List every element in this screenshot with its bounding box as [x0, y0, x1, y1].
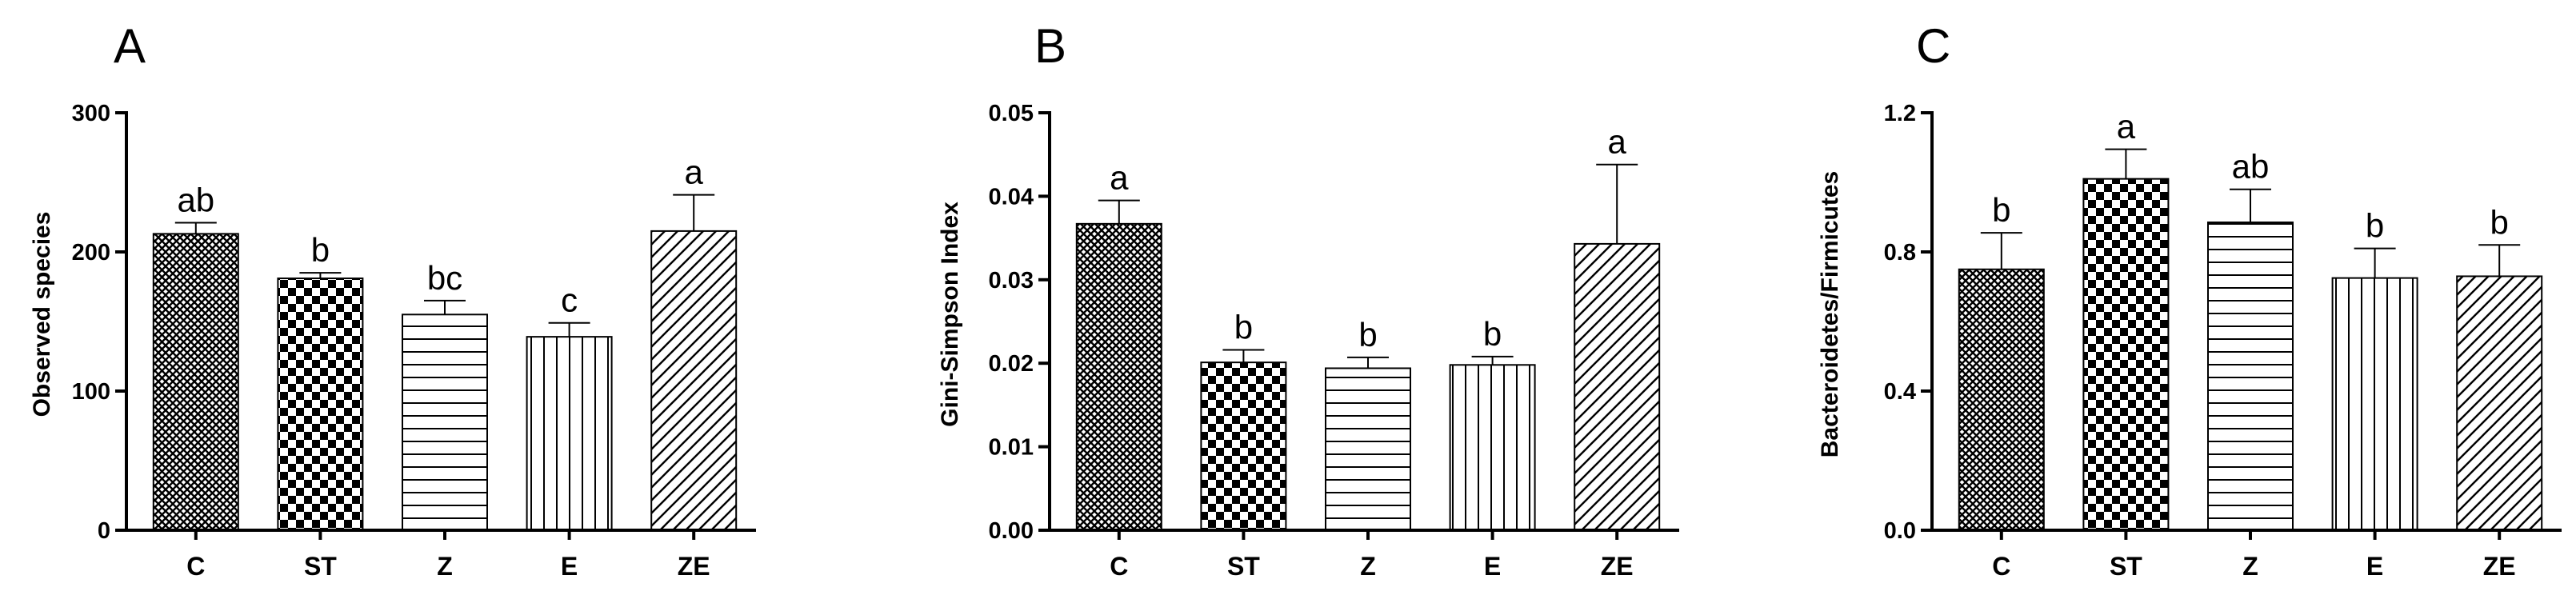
panel-c-bar-z	[2207, 222, 2294, 531]
panel-a-bar-ze	[650, 230, 738, 531]
panel-b-bar-c	[1075, 222, 1162, 531]
panel-a-y-tick-label: 300	[72, 101, 110, 126]
panel-c-plot: b Ca ST ab Zb Eb ZE 0.0 0.4 0.8 1.2	[1884, 101, 2562, 581]
panel-a-significance-label: c	[561, 282, 578, 319]
panel-a-bar-c	[152, 233, 239, 531]
panel-b-significance-label: b	[1358, 316, 1377, 353]
panel-c-ylabel: Bacteroidetes/Firmicutes	[1817, 171, 1843, 457]
panel-b-bar-st	[1200, 361, 1287, 531]
panel-c-y-tick-label: 0.4	[1884, 379, 1916, 405]
panel-c-x-tick-label: Z	[2242, 552, 2258, 581]
panel-c-significance-label: b	[1992, 191, 2010, 229]
panel-c-y-tick-label: 1.2	[1884, 101, 1916, 126]
panel-a-x-tick-label: ZE	[678, 552, 710, 581]
panel-b-significance-label: b	[1483, 315, 1502, 353]
panel-b-bar-e	[1449, 364, 1536, 531]
panel-b-bar-z	[1325, 367, 1411, 531]
panel-b-x-tick-label: ST	[1227, 552, 1260, 581]
panel-c-x-tick-label: ZE	[2483, 552, 2516, 581]
panel-c-significance-label: a	[2117, 108, 2136, 146]
panel-a-significance-label: bc	[427, 259, 462, 297]
panel-a-significance-label: b	[311, 231, 330, 269]
panel-a-bar-st	[277, 278, 364, 531]
panel-b-y-tick-label: 0.00	[989, 518, 1034, 544]
panel-b-y-tick-label: 0.03	[989, 268, 1034, 294]
panel-b-plot: a Cb ST b Zb Ea ZE 0.00 0.01 0.02 0.03 0.04 0.05	[989, 101, 1679, 581]
panel-c-significance-label: b	[2490, 203, 2509, 241]
panel-b-x-tick-label: ZE	[1601, 552, 1634, 581]
panel-b-letter: B	[1034, 19, 1066, 73]
panel-b-x-tick-label: E	[1484, 552, 1501, 581]
panel-a-bar-z	[402, 313, 488, 531]
panel-a-y-tick-label: 0	[98, 518, 110, 544]
panel-b-y-tick-label: 0.01	[989, 435, 1034, 461]
panel-c-bar-st	[2082, 178, 2170, 531]
panel-a-letter: A	[114, 19, 146, 73]
panel-c-x-tick-label: E	[2366, 552, 2383, 581]
panel-a-x-tick-label: ST	[304, 552, 337, 581]
panel-a-plot: ab Cb ST bc Zc Ea ZE 0 100 200 300	[72, 101, 756, 581]
panel-a-significance-label: a	[685, 154, 704, 191]
panel-b-y-tick-label: 0.02	[989, 351, 1034, 377]
panel-c-y-tick-label: 0.8	[1884, 240, 1916, 266]
panel-a-y-tick-label: 100	[72, 379, 110, 405]
panel-b: B Gini-Simpson Index a Cb ST b Zb Ea ZE 0.00 0.0…	[937, 19, 1679, 581]
panel-a-significance-label: ab	[177, 181, 214, 218]
panel-a-x-tick-label: Z	[437, 552, 453, 581]
panel-b-y-tick-label: 0.04	[989, 184, 1034, 210]
panel-b-y-tick-label: 0.05	[989, 101, 1034, 126]
panel-b-x-tick-label: Z	[1360, 552, 1376, 581]
panel-b-ylabel: Gini-Simpson Index	[937, 202, 963, 427]
panel-b-x-tick-label: C	[1110, 552, 1128, 581]
panel-b-significance-label: b	[1234, 308, 1253, 345]
panel-b-significance-label: a	[1608, 123, 1627, 161]
panel-c-x-tick-label: C	[1992, 552, 2010, 581]
panel-c-significance-label: ab	[2232, 148, 2270, 186]
panel-c-bar-e	[2331, 277, 2418, 531]
panel-a: A Observed species ab Cb ST bc Zc Ea ZE 0 100 200…	[29, 19, 756, 581]
panel-c-letter: C	[1916, 19, 1950, 73]
panel-c: C Bacteroidetes/Firmicutes b Ca ST ab Zb Eb ZE…	[1817, 19, 2562, 581]
panel-c-bar-c	[1958, 268, 2045, 531]
panel-a-ylabel: Observed species	[29, 212, 55, 417]
panel-c-x-tick-label: ST	[2110, 552, 2142, 581]
panel-a-x-tick-label: E	[561, 552, 578, 581]
panel-a-x-tick-label: C	[186, 552, 205, 581]
panel-c-y-tick-label: 0.0	[1884, 518, 1916, 544]
panel-a-y-tick-label: 200	[72, 240, 110, 266]
panel-b-significance-label: a	[1110, 159, 1129, 197]
panel-b-bar-ze	[1574, 242, 1661, 531]
panel-c-significance-label: b	[2366, 207, 2384, 245]
panel-c-bar-ze	[2456, 275, 2543, 531]
panel-a-bar-e	[526, 336, 613, 532]
